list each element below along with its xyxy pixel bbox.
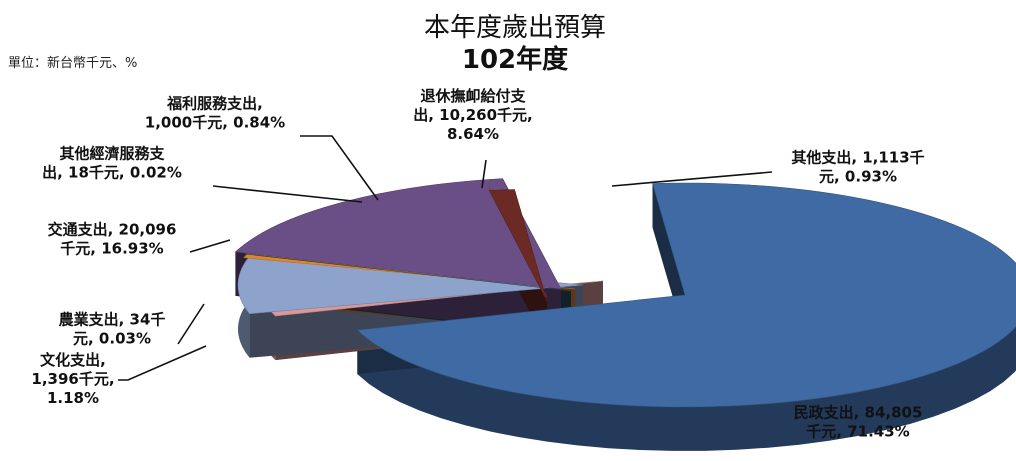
leader-line-8 bbox=[118, 345, 207, 381]
pie-slices bbox=[234, 178, 1016, 451]
data-label-8-line-2: 1,396千元, bbox=[31, 370, 114, 388]
chart-subtitle: 102年度 bbox=[462, 44, 568, 75]
chart-title: 本年度歲出預算 bbox=[424, 13, 606, 43]
unit-note: 單位：新台幣千元、% bbox=[8, 55, 137, 71]
slice-6 bbox=[234, 178, 562, 290]
data-label-8-line-1: 文化支出, bbox=[40, 351, 106, 369]
data-label-6-line-1: 交通支出, 20,096 bbox=[48, 221, 177, 239]
leader-line-3 bbox=[481, 159, 487, 189]
data-label-4-line-2: 1,000千元, 0.84% bbox=[145, 114, 285, 132]
data-label-3-line-1: 退休撫卹給付支 bbox=[420, 87, 526, 105]
data-label-8-line-3: 1.18% bbox=[47, 389, 99, 407]
data-label-2-line-2: 元, 0.93% bbox=[819, 168, 897, 186]
data-label-7-line-1: 農業支出, 34千 bbox=[59, 311, 166, 329]
slice-1 bbox=[356, 182, 1016, 408]
data-label-3-line-2: 出, 10,260千元, bbox=[413, 106, 533, 124]
data-label-1-line-1: 民政支出, 84,805 bbox=[794, 404, 923, 422]
leader-line-5 bbox=[212, 185, 363, 203]
data-label-1-line-2: 千元, 71.43% bbox=[806, 423, 909, 441]
data-label-2-line-1: 其他支出, 1,113千 bbox=[791, 149, 924, 167]
leader-line-6 bbox=[189, 239, 231, 253]
leader-line-7 bbox=[177, 303, 205, 345]
data-label-6-line-2: 千元, 16.93% bbox=[60, 240, 163, 258]
data-label-5-line-2: 出, 18千元, 0.02% bbox=[42, 164, 182, 182]
data-label-5-line-1: 其他經濟服務支 bbox=[59, 145, 165, 163]
data-label-7-line-2: 元, 0.03% bbox=[73, 330, 151, 348]
data-label-4-line-1: 福利服務支出, bbox=[166, 95, 263, 113]
slice-5 bbox=[244, 253, 572, 292]
data-label-3-line-3: 8.64% bbox=[447, 125, 499, 143]
leader-line-2 bbox=[611, 171, 773, 187]
slice-8 bbox=[488, 189, 548, 302]
leader-line-4 bbox=[300, 135, 379, 201]
